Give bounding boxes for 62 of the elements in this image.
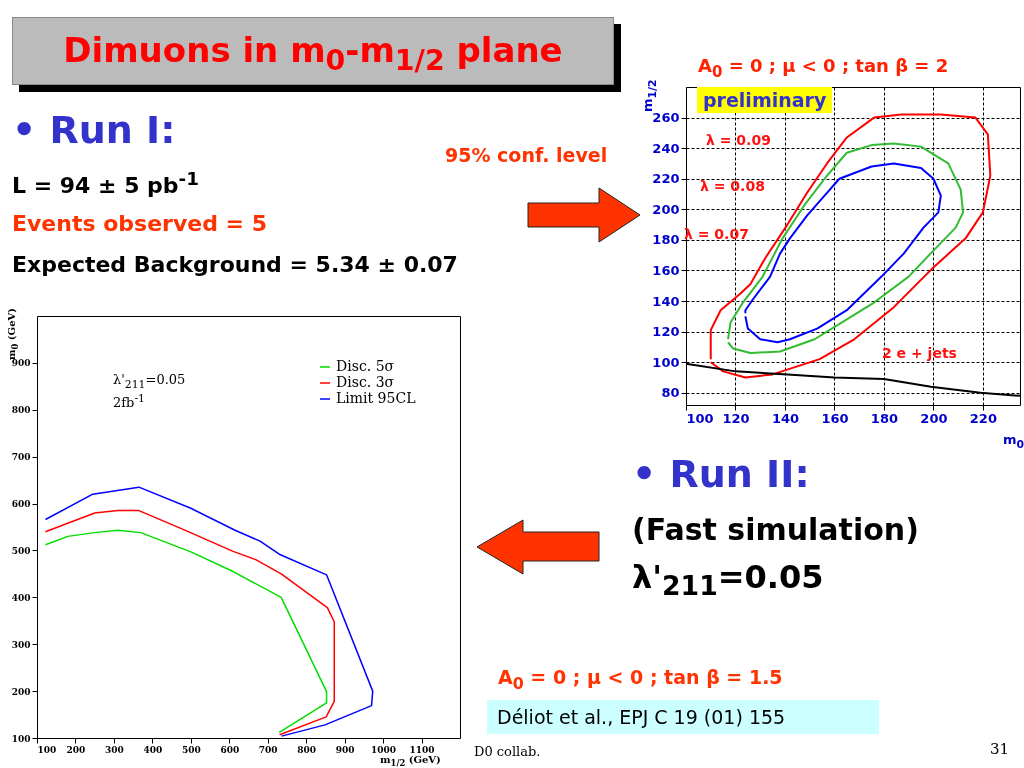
x-tick-label: 160 xyxy=(821,410,849,426)
x-tick-label: 120 xyxy=(722,410,750,426)
y-tick-label: 240 xyxy=(652,140,680,156)
annotation: preliminary xyxy=(697,87,833,113)
annotation: λ'$_{211}$=0.05 xyxy=(113,372,186,391)
x-tick-label: 300 xyxy=(105,744,124,755)
y-tick-label: 120 xyxy=(652,324,680,340)
y-tick-label: 220 xyxy=(652,171,680,187)
y-tick-label: 200 xyxy=(652,201,680,217)
annotation: 2fb$^{-1}$ xyxy=(113,392,145,411)
y-tick-label: 80 xyxy=(661,385,680,401)
annotation: λ = 0.09 xyxy=(706,132,771,148)
chart-title: A$_{0}$ = 0 ; μ < 0 ; tan β = 2 xyxy=(698,55,949,81)
text: Expected Background = 5.34 ± 0.07 xyxy=(12,252,458,277)
y-tick-label: 400 xyxy=(11,592,31,603)
text: A$_{0}$ = 0 ; μ < 0 ; tan β = 1.5 xyxy=(498,666,783,693)
x-tick-label: 220 xyxy=(969,410,997,426)
x-tick-label: 600 xyxy=(220,744,240,755)
annotation: 2 e + jets xyxy=(882,345,957,361)
x-tick-label: 500 xyxy=(181,744,201,755)
y-tick-label: 100 xyxy=(11,733,31,744)
legend-label: Disc. 3σ xyxy=(336,374,395,390)
text: Déliot et al., EPJ C 19 (01) 155 xyxy=(487,700,879,734)
text: λ'$_{211}$=0.05 xyxy=(632,558,824,602)
legend-label: Disc. 5σ xyxy=(336,358,395,374)
text: (Fast simulation) xyxy=(632,512,919,547)
text: 31 xyxy=(990,740,1010,758)
y-tick-label: 100 xyxy=(652,354,680,370)
legend-label: Limit 95CL xyxy=(336,390,416,406)
x-tick-label: 700 xyxy=(258,744,278,755)
y-tick-label: 200 xyxy=(11,686,31,697)
y-tick-label: 260 xyxy=(652,110,680,126)
x-tick-label: 800 xyxy=(297,744,317,755)
x-tick-label: 200 xyxy=(66,744,86,755)
x-tick-label: 1100 xyxy=(409,744,435,755)
x-tick-label: 140 xyxy=(771,410,800,426)
y-tick-label: 700 xyxy=(11,452,31,463)
x-tick-label: 200 xyxy=(920,410,948,426)
y-tick-label: 300 xyxy=(11,639,31,650)
y-tick-label: 160 xyxy=(652,262,680,278)
text: 95% conf. level xyxy=(445,144,608,166)
x-tick-label: 400 xyxy=(143,744,163,755)
x-axis-title: m$_{0}$ xyxy=(1003,432,1024,451)
x-tick-label: 100 xyxy=(686,410,714,426)
x-axis-title: m$_{1/2}$ (GeV) xyxy=(380,754,441,768)
y-tick-label: 600 xyxy=(11,499,31,510)
text: Dimuons in m$_{0}$-m$_{1/2}$ plane xyxy=(12,17,614,85)
annotation: λ = 0.08 xyxy=(700,178,765,194)
text: Events observed = 5 xyxy=(12,211,268,236)
x-tick-label: 1000 xyxy=(371,744,397,755)
text: L = 94 ± 5 pb$^{-1}$ xyxy=(12,168,199,199)
text: D0 collab. xyxy=(474,744,541,759)
x-tick-label: 900 xyxy=(335,744,355,755)
text: • Run I: xyxy=(12,108,176,152)
y-tick-label: 500 xyxy=(11,545,31,556)
y-tick-label: 140 xyxy=(652,293,680,309)
y-tick-label: 900 xyxy=(11,358,31,369)
text: • Run II: xyxy=(632,452,810,496)
x-tick-label: 100 xyxy=(37,744,57,755)
line-series xyxy=(44,486,374,737)
y-tick-label: 180 xyxy=(652,232,680,248)
x-tick-label: 180 xyxy=(870,410,898,426)
